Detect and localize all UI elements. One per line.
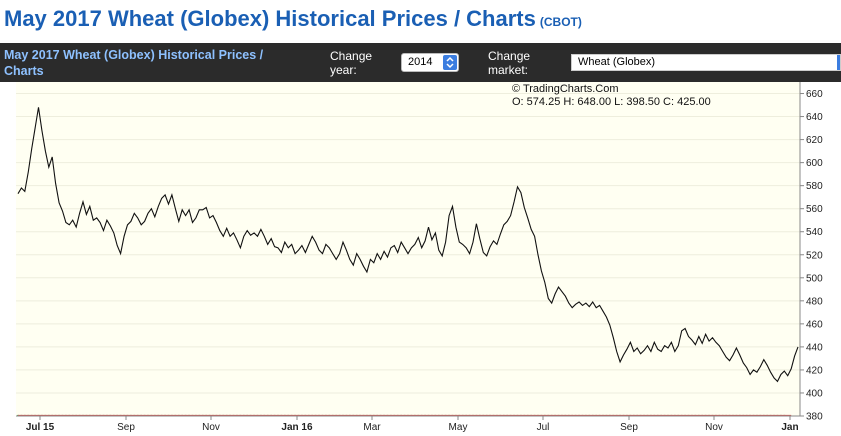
- y-tick-label: 520: [806, 250, 823, 261]
- y-tick-label: 560: [806, 204, 823, 215]
- y-tick-label: 600: [806, 158, 823, 169]
- y-tick-label: 500: [806, 273, 823, 284]
- x-tick-label: Jul 15: [26, 422, 55, 433]
- y-tick-label: 540: [806, 227, 823, 238]
- x-tick-label: Sep: [117, 422, 135, 433]
- x-tick-label: May: [449, 422, 468, 433]
- x-axis: Jul 15 Sep Nov Jan 16 Mar May Jul Sep Nov Jan: [26, 416, 799, 433]
- y-tick-label: 440: [806, 342, 823, 353]
- y-tick-label: 420: [806, 365, 823, 376]
- page-title-text: May 2017 Wheat (Globex) Historical Price…: [4, 6, 536, 31]
- y-tick-label: 380: [806, 412, 823, 423]
- page-title: May 2017 Wheat (Globex) Historical Price…: [4, 4, 582, 34]
- y-tick-label: 480: [806, 296, 823, 307]
- x-tick-label: Mar: [363, 422, 381, 433]
- source-credit: © TradingCharts.Com: [512, 83, 619, 95]
- price-line: [17, 107, 799, 383]
- year-select[interactable]: 2014: [401, 53, 459, 72]
- market-select[interactable]: Wheat (Globex): [571, 54, 841, 71]
- x-tick-label: Nov: [202, 422, 220, 433]
- spinner-arrows-icon[interactable]: [443, 55, 457, 70]
- exchange-label: (CBOT): [539, 15, 582, 29]
- y-tick-label: 660: [806, 89, 823, 100]
- ohlc-readout: O: 574.25 H: 648.00 L: 398.50 C: 425.00: [512, 96, 711, 108]
- x-tick-label: Jan: [781, 422, 798, 433]
- market-select-value: Wheat (Globex): [578, 56, 656, 68]
- toolbar-title[interactable]: May 2017 Wheat (Globex) Historical Price…: [4, 48, 264, 78]
- x-tick-label: Nov: [705, 422, 723, 433]
- change-market-label: Change market:: [488, 49, 531, 77]
- y-axis: 380 400 420 440 460 480 500 520 540 560 580 600 620 6…: [800, 89, 823, 423]
- x-tick-label: Jan 16: [281, 422, 313, 433]
- y-tick-label: 620: [806, 135, 823, 146]
- y-tick-label: 400: [806, 388, 823, 399]
- change-year-label: Change year:: [330, 49, 373, 77]
- plot-background: [16, 82, 800, 416]
- x-tick-label: Jul: [537, 422, 550, 433]
- y-tick-label: 580: [806, 181, 823, 192]
- y-tick-label: 640: [806, 112, 823, 123]
- x-tick-label: Sep: [620, 422, 638, 433]
- y-tick-label: 460: [806, 319, 823, 330]
- market-select-edge: [837, 55, 840, 70]
- price-chart: 380 400 420 440 460 480 500 520 540 560 580 600 620 6…: [16, 82, 823, 433]
- year-select-value: 2014: [408, 56, 433, 68]
